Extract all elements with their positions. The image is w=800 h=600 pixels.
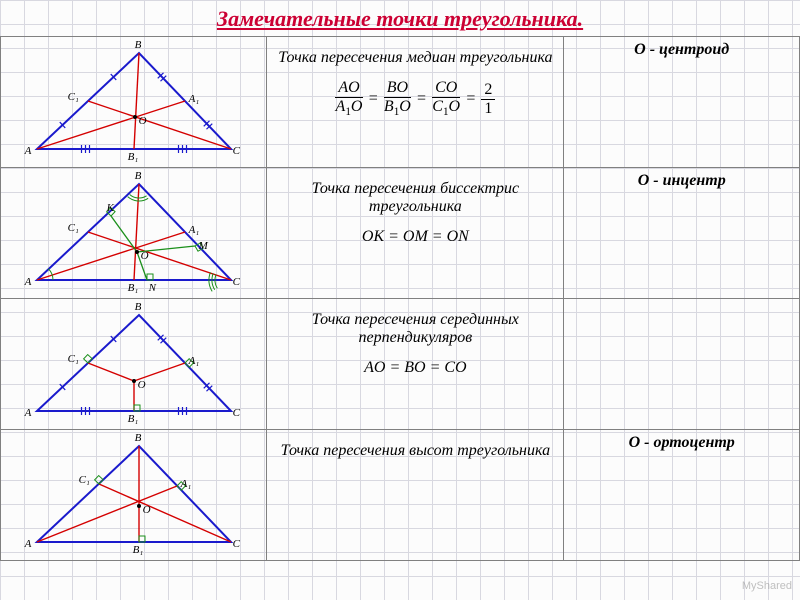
table-row: ABCA₁B₁C₁O Точка пересечения медиан треу…	[1, 37, 800, 168]
point-name: О - инцентр	[564, 168, 800, 299]
description: Точка пересечения медиан треугольника	[273, 41, 557, 67]
formula: AO = BO = CO	[273, 359, 557, 377]
figure-centroid: ABCA₁B₁C₁O	[19, 41, 249, 163]
description: Точка пересечения биссектрис треугольник…	[273, 172, 557, 216]
figure-circumcenter: ABCA₁B₁C₁O	[19, 303, 249, 425]
figure-orthocenter: ABCA₁B₁C₁O	[19, 434, 249, 556]
table-row: ABCA₁B₁C₁O Точка пересечения серединных …	[1, 299, 800, 430]
page-title: Замечательные точки треугольника.	[0, 0, 800, 36]
point-name	[564, 299, 800, 430]
point-name: О - центроид	[564, 37, 800, 168]
formula: OK = OM = ON	[273, 228, 557, 246]
figure-incenter: ABCA₁B₁C₁OKMN	[19, 172, 249, 294]
point-name: О - ортоцентр	[564, 430, 800, 561]
formula: AOA1O = BOB1O = COC1O = 21	[273, 79, 557, 118]
table-row: ABCA₁B₁C₁O Точка пересечения высот треуг…	[1, 430, 800, 561]
table-row: ABCA₁B₁C₁OKMN Точка пересечения биссектр…	[1, 168, 800, 299]
points-table: ABCA₁B₁C₁O Точка пересечения медиан треу…	[0, 36, 800, 561]
description: Точка пересечения серединных перпендикул…	[273, 303, 557, 347]
watermark: MySharеd	[742, 580, 792, 592]
description: Точка пересечения высот треугольника	[273, 434, 557, 460]
